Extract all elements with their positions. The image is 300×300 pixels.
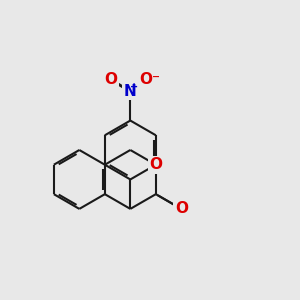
Text: O: O bbox=[105, 72, 118, 87]
Text: O: O bbox=[149, 157, 162, 172]
Text: N: N bbox=[124, 84, 137, 99]
Text: +: + bbox=[130, 82, 138, 92]
Text: O⁻: O⁻ bbox=[139, 72, 160, 87]
Text: O: O bbox=[175, 201, 188, 216]
